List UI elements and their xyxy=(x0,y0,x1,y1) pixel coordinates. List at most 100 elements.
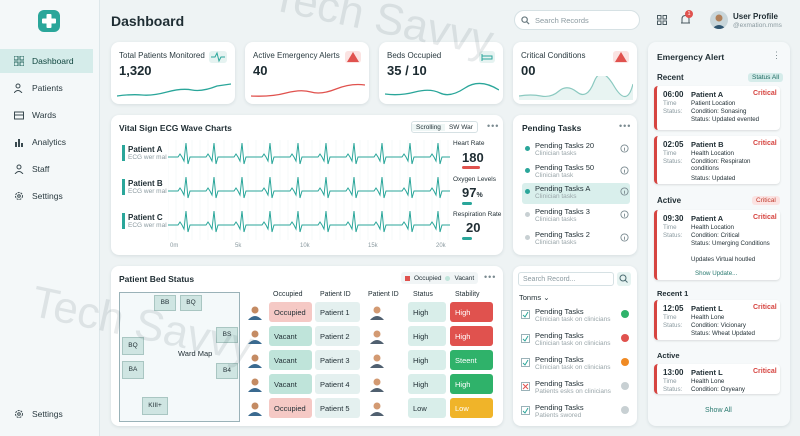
occupied-cell[interactable]: Vacant xyxy=(269,374,312,394)
checkbox-icon[interactable] xyxy=(521,310,530,319)
patient-id-cell[interactable]: Patient 3 xyxy=(315,350,360,370)
stat-card-beds-occupied[interactable]: Beds Occupied 35 / 10 xyxy=(379,42,503,104)
room-ba[interactable]: BA xyxy=(122,361,144,379)
sidebar-item-dashboard[interactable]: Dashboard xyxy=(0,49,93,73)
stat-card-critical-conditions[interactable]: Critical Conditions 00 xyxy=(513,42,637,104)
room-bq[interactable]: BQ xyxy=(180,295,202,311)
legend-occupied: Occupied xyxy=(414,274,442,282)
info-icon[interactable] xyxy=(620,233,629,242)
sidebar-item-label: Wards xyxy=(32,110,57,120)
stability-cell[interactable]: Low xyxy=(450,398,493,418)
alert-critical-label: Critical xyxy=(753,304,777,311)
avatar[interactable] xyxy=(710,11,728,29)
occupied-cell[interactable]: Vacant xyxy=(269,350,312,370)
status-cell[interactable]: High xyxy=(408,326,446,346)
room-kiii[interactable]: KIII+ xyxy=(142,397,168,415)
patient-id-cell[interactable]: Patient 5 xyxy=(315,398,360,418)
sidebar-item-patients[interactable]: Patients xyxy=(0,76,93,100)
info-icon[interactable] xyxy=(620,210,629,219)
task-name: Pending Tasks xyxy=(535,331,584,340)
status-cell[interactable]: Low xyxy=(408,398,446,418)
search-input[interactable]: Search Records xyxy=(514,10,640,30)
checkbox-icon[interactable] xyxy=(521,382,530,391)
ecg-patient-b[interactable]: Patient B ECG wer mal xyxy=(122,179,172,195)
task-list-item[interactable]: Pending Tasks Patients esks on clinicians xyxy=(519,378,629,399)
ecg-toggle-scrolling[interactable]: Scrolling xyxy=(412,123,445,131)
pending-task-item-selected[interactable]: Pending Tasks A Clinician tasks xyxy=(522,183,630,204)
oxygen-bar xyxy=(462,202,472,205)
sidebar-item-analytics[interactable]: Analytics xyxy=(0,130,93,154)
task-list-item[interactable]: Pending Tasks Clinician task on clinician… xyxy=(519,306,629,327)
show-all-link[interactable]: Show All xyxy=(705,407,732,414)
stat-card-emergency-alerts[interactable]: Active Emergency Alerts 40 xyxy=(245,42,369,104)
room-bs[interactable]: BS xyxy=(216,327,238,343)
status-all-badge[interactable]: Status All xyxy=(748,73,784,82)
stability-cell[interactable]: High xyxy=(450,302,493,322)
ecg-waves xyxy=(168,140,450,240)
stat-card-total-patients[interactable]: Total Patients Monitored 1,320 xyxy=(111,42,235,104)
task-list-item[interactable]: Pending Tasks Clinician task on clinician… xyxy=(519,354,629,375)
legend-swatch-vacant xyxy=(445,275,451,281)
sidebar-item-wards[interactable]: Wards xyxy=(0,103,93,127)
status-cell[interactable]: High xyxy=(408,374,446,394)
task-search-input[interactable]: Search Record... xyxy=(518,272,614,286)
info-icon[interactable] xyxy=(620,166,629,175)
room-b4[interactable]: B4 xyxy=(216,363,238,379)
stability-cell[interactable]: High xyxy=(450,326,493,346)
alert-card[interactable]: 02:05 Patient B Critical Time Health Locatio… xyxy=(654,136,780,184)
col-header-patient-id: Patient ID xyxy=(320,291,351,298)
sidebar-item-staff[interactable]: Staff xyxy=(0,157,93,181)
room-bb[interactable]: BB xyxy=(154,295,176,311)
patient-id-cell[interactable]: Patient 2 xyxy=(315,326,360,346)
alert-card[interactable]: 06:00 Patient A Critical Time Patient Locati… xyxy=(654,86,780,130)
ecg-patient-c[interactable]: Patient C ECG wer mal xyxy=(122,213,172,229)
more-icon[interactable]: ••• xyxy=(487,121,500,131)
ecg-toggle-sw[interactable]: SW War xyxy=(448,123,473,131)
occupied-cell[interactable]: Occupied xyxy=(269,398,312,418)
patient-avatar-icon xyxy=(248,354,262,368)
info-icon[interactable] xyxy=(620,144,629,153)
ecg-toggle[interactable]: Scrolling SW War xyxy=(411,121,478,133)
info-icon[interactable] xyxy=(620,187,629,196)
alert-card[interactable]: 13:00 Patient L Critical Time Health Lone Sta… xyxy=(654,364,780,394)
status-cell[interactable]: High xyxy=(408,350,446,370)
occupied-cell[interactable]: Vacant xyxy=(269,326,312,346)
patient-id-cell[interactable]: Patient 4 xyxy=(315,374,360,394)
room-bq-2[interactable]: BQ xyxy=(122,337,144,355)
patient-id-cell[interactable]: Patient 1 xyxy=(315,302,360,322)
alert-key: Time xyxy=(663,314,677,321)
patient-avatar-icon xyxy=(370,330,384,344)
alert-card[interactable]: 09:30 Patient A Critical Time Health Locatio… xyxy=(654,210,780,280)
task-list-card xyxy=(513,266,637,426)
ward-map[interactable]: Ward Map BB BQ BS BQ BA B4 KIII+ xyxy=(119,292,240,422)
task-filter-dropdown[interactable]: Tonms ⌄ xyxy=(519,293,549,302)
more-icon[interactable]: ⋮ xyxy=(772,50,782,60)
more-icon[interactable]: ••• xyxy=(619,121,632,131)
checkbox-icon[interactable] xyxy=(521,334,530,343)
checkbox-icon[interactable] xyxy=(521,406,530,415)
stability-cell[interactable]: Steent xyxy=(450,350,493,370)
alert-value: Health Location xyxy=(691,150,734,157)
pending-task-item[interactable]: Pending Tasks 20 Clinician tasks xyxy=(522,140,630,161)
active-critical-badge[interactable]: Critical xyxy=(752,196,780,205)
task-list-item[interactable]: Pending Tasks Clinician task on clinician… xyxy=(519,330,629,351)
task-search-button[interactable] xyxy=(617,272,631,286)
pending-task-item[interactable]: Pending Tasks 3 Clinician tasks xyxy=(522,206,630,227)
sidebar-item-settings[interactable]: Settings xyxy=(0,184,93,208)
show-update-link[interactable]: Show Update... xyxy=(695,270,738,277)
pending-task-item[interactable]: Pending Tasks 2 Clinician tasks xyxy=(522,229,630,250)
more-icon[interactable]: ••• xyxy=(484,272,497,282)
sidebar-settings-bottom[interactable]: Settings xyxy=(0,402,93,426)
ecg-patient-a[interactable]: Patient A ECG wer mal xyxy=(122,145,172,161)
apps-grid-icon[interactable] xyxy=(657,15,667,25)
status-cell[interactable]: High xyxy=(408,302,446,322)
stability-cell[interactable]: High xyxy=(450,374,493,394)
pending-task-item[interactable]: Pending Tasks 50 Clinician task xyxy=(522,162,630,183)
task-name: Pending Tasks xyxy=(535,379,584,388)
checkbox-icon[interactable] xyxy=(521,358,530,367)
occupied-cell[interactable]: Occupied xyxy=(269,302,312,322)
alert-value: Health Location xyxy=(691,224,734,231)
alert-card[interactable]: 12:05 Patient L Critical Time Health Lone Sta… xyxy=(654,300,780,340)
task-list-item[interactable]: Pending Tasks Patients swored xyxy=(519,402,629,423)
sidebar-item-label: Dashboard xyxy=(32,56,74,66)
